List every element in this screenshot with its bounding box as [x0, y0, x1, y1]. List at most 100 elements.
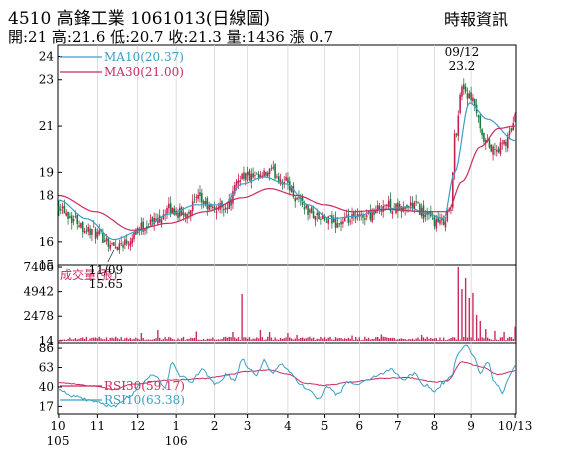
volume-bar [179, 339, 181, 341]
candle-body [224, 207, 227, 210]
candle-body [290, 186, 293, 192]
volume-bar [472, 293, 474, 341]
candle-body [428, 212, 430, 214]
volume-bar [325, 339, 328, 341]
volume-bar [508, 336, 511, 341]
volume-bar [420, 335, 423, 341]
candle-body [103, 240, 106, 243]
volume-bar [239, 339, 241, 341]
candle-body [81, 221, 84, 232]
volume-bar [474, 340, 476, 341]
candle-body [191, 201, 194, 212]
volume-bar [398, 338, 401, 341]
volume-bar [113, 338, 115, 341]
candle-body [96, 231, 99, 238]
price-y-tick-label: 19 [39, 165, 54, 179]
candle-body [492, 146, 494, 155]
volume-bar [60, 339, 62, 341]
candle-body [331, 215, 333, 224]
volume-bar [276, 339, 278, 341]
x-tick-label: 2 [211, 419, 219, 433]
volume-bar [268, 332, 271, 341]
candle-body [442, 218, 445, 225]
volume-bar [257, 338, 260, 341]
candle-body [197, 194, 199, 199]
candle-body [125, 240, 128, 244]
volume-bar [413, 339, 416, 341]
volume-bar [336, 338, 339, 341]
candle-body [109, 244, 112, 249]
volume-bar [360, 340, 362, 341]
volume-bar [452, 337, 454, 341]
volume-bar [323, 337, 326, 341]
candle-body [470, 92, 472, 101]
candle-body [413, 202, 416, 209]
volume-bar [393, 337, 395, 341]
candle-body [146, 226, 148, 228]
volume-bar [201, 339, 203, 341]
volume-bar [419, 339, 421, 341]
candle-body [386, 204, 388, 207]
candle-body [102, 232, 104, 243]
volume-bar [223, 337, 225, 341]
volume-bar [241, 294, 243, 341]
legends: MA10(20.37)MA30(21.00) 成交量(張) RSI30(59.17)… [60, 50, 185, 407]
volume-bar [426, 336, 428, 341]
volume-bar [470, 337, 472, 341]
candle-body [133, 232, 135, 240]
volume-bar [74, 338, 77, 341]
volume-bar [387, 338, 390, 341]
volume-bar [296, 335, 298, 341]
volume-bar [107, 340, 110, 341]
volume-bar [406, 339, 408, 341]
volume-bar [135, 337, 137, 341]
volume-bar [210, 338, 212, 341]
volume-bar [133, 338, 135, 341]
volume-bar [267, 336, 269, 341]
volume-bar [488, 338, 491, 341]
volume-bar [254, 338, 256, 341]
volume-y-tick-label: 4942 [23, 285, 54, 299]
candle-body [457, 115, 460, 136]
volume-bar [256, 337, 258, 341]
candle-body [391, 211, 394, 214]
volume-bar [191, 338, 194, 341]
volume-bar [389, 337, 392, 341]
candle-body [373, 210, 375, 215]
candle-body [157, 217, 159, 224]
candle-body [188, 211, 190, 214]
volume-bar [369, 339, 372, 341]
volume-bar [232, 332, 234, 341]
volume-bar [221, 339, 223, 341]
volume-bar [124, 338, 126, 341]
volume-bar [446, 339, 448, 341]
volume-bar [481, 337, 483, 341]
volume-bar [512, 338, 514, 341]
candle-body [67, 211, 69, 219]
candle-body [464, 86, 467, 92]
volume-bar [479, 321, 481, 341]
candle-body [364, 218, 366, 220]
candle-body [235, 181, 238, 186]
volume-bar [278, 339, 280, 341]
candle-body [408, 205, 410, 207]
volume-bar [155, 338, 157, 341]
candle-body [243, 172, 245, 179]
volume-bar [287, 333, 289, 341]
volume-bar [116, 338, 119, 341]
volume-bar [486, 337, 489, 341]
candle-body [122, 244, 124, 248]
candle-body [481, 129, 483, 136]
volume-bar [294, 338, 296, 341]
volume-bar [208, 338, 210, 341]
candle-body [505, 141, 507, 146]
candle-body [184, 213, 187, 217]
candle-body [409, 202, 412, 206]
volume-bar [250, 339, 252, 341]
candle-body [362, 215, 364, 218]
x-tick-label: 6 [356, 419, 364, 433]
volume-bar [252, 338, 254, 341]
volume-bar [314, 339, 317, 341]
